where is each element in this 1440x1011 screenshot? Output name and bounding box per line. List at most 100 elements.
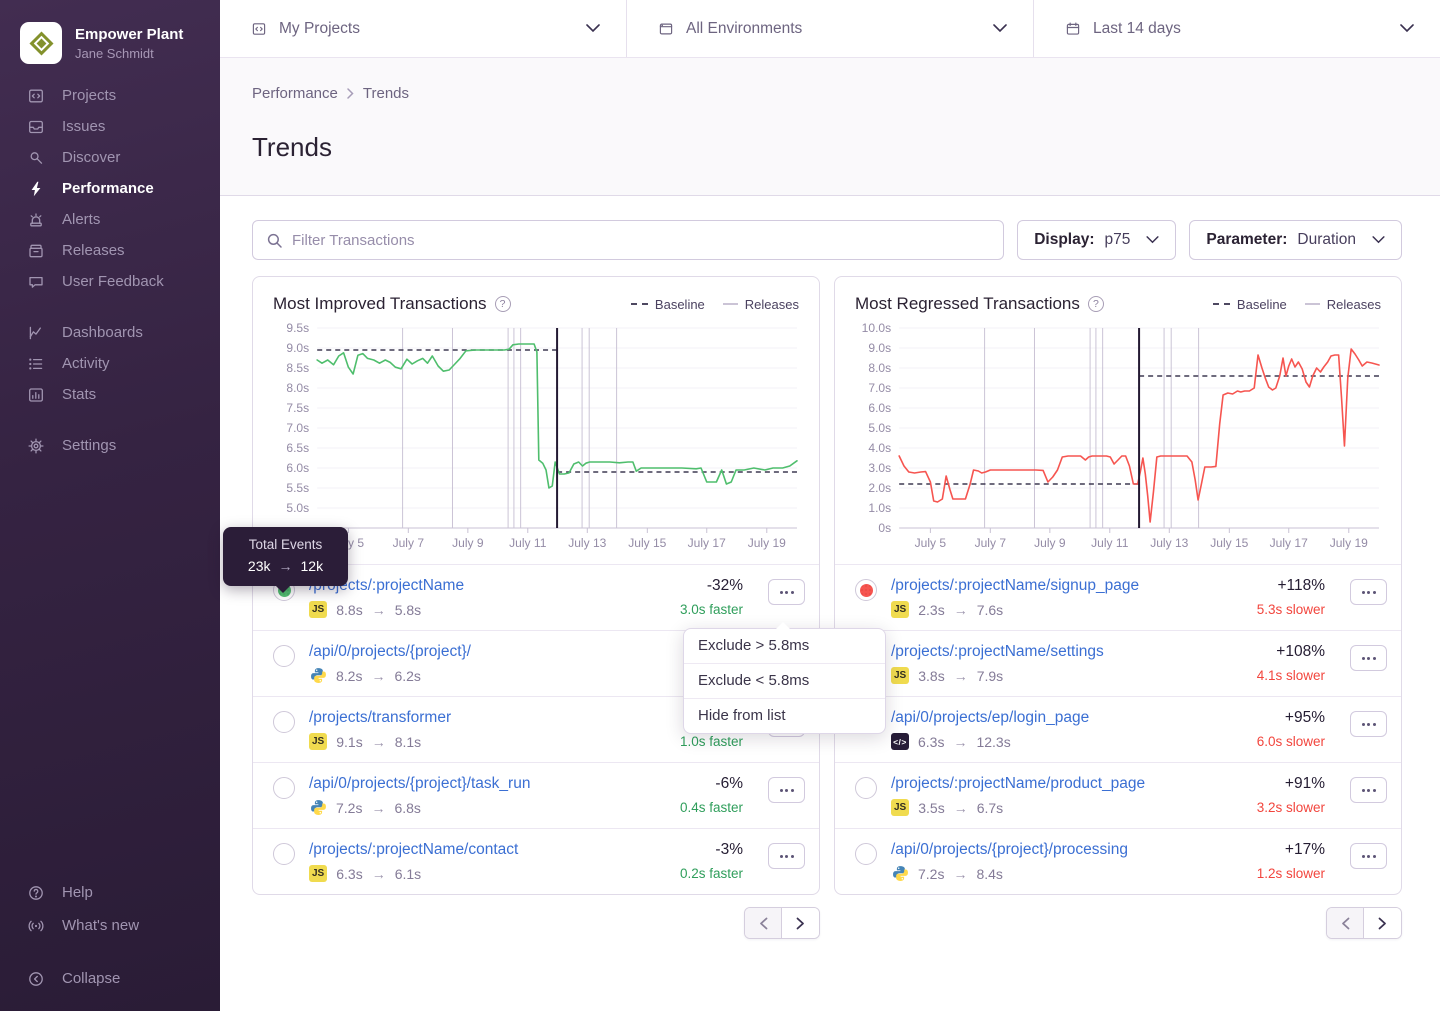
svg-text:July 7: July 7 [393, 536, 425, 550]
sidebar-item-activity[interactable]: Activity [0, 348, 220, 379]
sidebar-item-projects[interactable]: Projects [0, 80, 220, 111]
platform-badge: JS [891, 601, 910, 618]
breadcrumb-trends[interactable]: Trends [362, 85, 410, 102]
transaction-link[interactable]: /projects/:projectName [309, 577, 465, 594]
svg-text:8.5s: 8.5s [286, 361, 309, 375]
dashboards-icon [27, 324, 45, 342]
previous-page-button[interactable] [745, 908, 782, 938]
trend-delta: 3.0s faster [679, 602, 743, 617]
trend-percent: -3% [715, 841, 743, 858]
transaction-link[interactable]: /projects/:projectName/contact [309, 841, 519, 858]
transaction-link[interactable]: /projects/:projectName/settings [891, 643, 1104, 660]
svg-text:4.0s: 4.0s [868, 441, 891, 455]
sidebar-item-performance[interactable]: Performance [0, 173, 220, 204]
trend-delta: 1.2s slower [1256, 866, 1325, 881]
duration-before: 3.8s [918, 667, 945, 684]
duration-before: 2.3s [918, 601, 945, 618]
search-input[interactable] [292, 231, 991, 249]
project-filter-dropdown[interactable]: My Projects [220, 0, 626, 57]
svg-text:7.5s: 7.5s [286, 401, 309, 415]
transaction-actions-button[interactable] [1350, 843, 1387, 869]
duration-before: 7.2s [918, 865, 945, 882]
transaction-radio[interactable] [855, 579, 877, 601]
chart-legend: Baseline Releases [1212, 297, 1381, 312]
trend-delta: 6.0s slower [1256, 734, 1325, 749]
regressed-pagination [1326, 907, 1402, 939]
arrow-right-icon: → [953, 733, 968, 750]
transaction-radio[interactable] [855, 843, 877, 865]
arrow-right-icon: → [371, 667, 386, 684]
sidebar-item-collapse[interactable]: Collapse [0, 962, 220, 995]
sidebar-item-user-feedback[interactable]: User Feedback [0, 266, 220, 297]
duration-before: 3.5s [918, 799, 945, 816]
transaction-row: /projects/:projectName JS 8.8s → 5.8s -3… [253, 564, 819, 630]
svg-text:July 15: July 15 [1210, 536, 1248, 550]
breadcrumb-performance[interactable]: Performance [252, 85, 338, 102]
transaction-actions-button[interactable] [1350, 777, 1387, 803]
chevron-down-icon [1400, 24, 1414, 33]
sidebar-item-discover[interactable]: Discover [0, 142, 220, 173]
transaction-filter-searchbox[interactable] [252, 220, 1005, 260]
discover-icon [27, 149, 45, 167]
duration-before: 8.2s [336, 667, 363, 684]
transaction-link[interactable]: /api/0/projects/{project}/task_run [309, 775, 531, 792]
previous-page-button[interactable] [1327, 908, 1364, 938]
baseline-swatch [1212, 303, 1230, 305]
chevron-down-icon [586, 24, 600, 33]
svg-text:July 9: July 9 [452, 536, 484, 550]
sidebar-item-what-s-new[interactable]: What's new [0, 909, 220, 942]
releases-icon [27, 242, 45, 260]
context-menu-item-exclude-lt[interactable]: Exclude < 5.8ms [684, 663, 885, 698]
sidebar-item-stats[interactable]: Stats [0, 379, 220, 410]
sidebar-item-issues[interactable]: Issues [0, 111, 220, 142]
trend-percent: -32% [706, 577, 743, 594]
transaction-row: /api/0/projects/{project}/processing 7.2… [835, 828, 1401, 894]
next-page-button[interactable] [1364, 908, 1401, 938]
help-circle-icon[interactable]: ? [494, 296, 511, 312]
context-menu-item-exclude-gt[interactable]: Exclude > 5.8ms [698, 637, 810, 654]
transaction-link[interactable]: /api/0/projects/{project}/processing [891, 841, 1128, 858]
sidebar-item-help[interactable]: Help [0, 876, 220, 909]
transaction-radio[interactable] [855, 777, 877, 799]
stats-icon [27, 386, 45, 404]
transaction-link[interactable]: /api/0/projects/ep/login_page [891, 709, 1090, 726]
projects-icon [27, 87, 45, 105]
transaction-actions-button[interactable] [768, 843, 805, 869]
duration-after: 8.4s [976, 865, 1003, 882]
transaction-link[interactable]: /projects/:projectName/product_page [891, 775, 1146, 792]
transaction-actions-button[interactable] [768, 579, 805, 605]
transaction-actions-button[interactable] [1350, 711, 1387, 737]
svg-text:8.0s: 8.0s [286, 381, 309, 395]
transaction-link[interactable]: /projects/transformer [309, 709, 452, 726]
environment-filter-dropdown[interactable]: All Environments [626, 0, 1033, 57]
transaction-actions-button[interactable] [1350, 579, 1387, 605]
transaction-link[interactable]: /projects/:projectName/signup_page [891, 577, 1140, 594]
transaction-actions-button[interactable] [1350, 645, 1387, 671]
date-range-dropdown[interactable]: Last 14 days [1033, 0, 1440, 57]
context-menu-item-hide[interactable]: Hide from list [684, 698, 885, 733]
parameter-dropdown[interactable]: Parameter: Duration [1189, 220, 1402, 260]
transaction-row: /projects/:projectName/signup_page JS 2.… [835, 564, 1401, 630]
sidebar-item-releases[interactable]: Releases [0, 235, 220, 266]
transaction-radio[interactable] [273, 645, 295, 667]
help-circle-icon[interactable]: ? [1087, 296, 1104, 312]
transaction-radio[interactable] [273, 843, 295, 865]
transaction-radio[interactable] [273, 777, 295, 799]
platform-badge: JS [891, 799, 910, 816]
sidebar-item-settings[interactable]: Settings [0, 430, 220, 461]
sidebar-item-dashboards[interactable]: Dashboards [0, 317, 220, 348]
svg-text:July 7: July 7 [975, 536, 1007, 550]
platform-badge: JS [891, 667, 910, 684]
svg-text:3.0s: 3.0s [868, 461, 891, 475]
next-page-button[interactable] [782, 908, 819, 938]
display-dropdown[interactable]: Display: p75 [1017, 220, 1177, 260]
svg-text:July 19: July 19 [1330, 536, 1368, 550]
transaction-link[interactable]: /api/0/projects/{project}/ [309, 643, 471, 660]
sidebar-item-alerts[interactable]: Alerts [0, 204, 220, 235]
duration-after: 7.6s [976, 601, 1004, 618]
transaction-actions-button[interactable] [768, 777, 805, 803]
baseline-swatch [630, 303, 648, 305]
org-switcher[interactable]: Empower Plant Jane Schmidt [0, 16, 220, 64]
svg-text:0s: 0s [878, 521, 891, 535]
transaction-radio[interactable] [273, 711, 295, 733]
